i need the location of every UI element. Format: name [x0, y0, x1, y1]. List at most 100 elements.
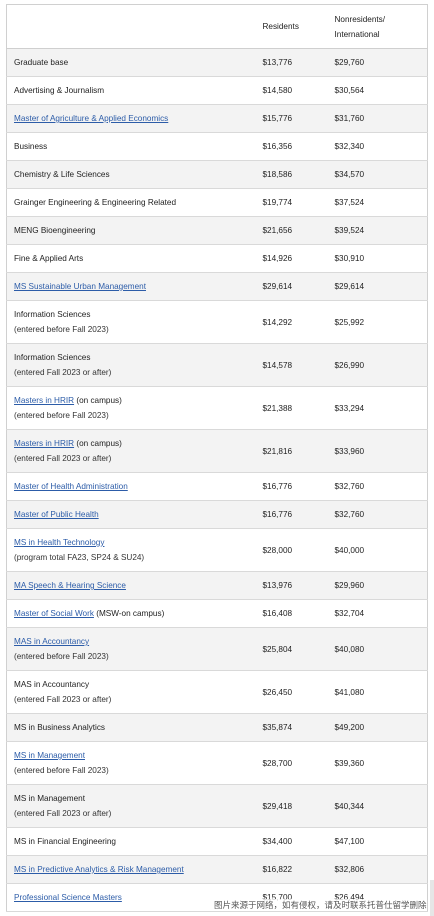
program-name: Grainger Engineering & Engineering Relat… — [14, 195, 256, 210]
header-residents: Residents — [255, 4, 328, 49]
program-link[interactable]: MAS in Accountancy — [14, 637, 90, 646]
resident-tuition: $16,408 — [255, 599, 328, 628]
program-cell: Grainger Engineering & Engineering Relat… — [6, 188, 256, 217]
program-link[interactable]: MA Speech & Hearing Science — [14, 581, 126, 590]
program-link[interactable]: Master of Social Work — [14, 609, 94, 618]
program-link[interactable]: Master of Health Administration — [14, 482, 128, 491]
header-program — [6, 4, 256, 49]
nonresident-tuition: $26,990 — [327, 343, 428, 387]
program-name: Graduate base — [14, 55, 256, 70]
program-cell: Graduate base — [6, 48, 256, 77]
program-cell: MA Speech & Hearing Science — [6, 571, 256, 600]
program-name: MS in Health Technology — [14, 535, 256, 550]
program-name: Information Sciences — [14, 307, 256, 322]
table-row: Business $16,356 $32,340 — [6, 132, 428, 161]
program-link[interactable]: Master of Public Health — [14, 510, 99, 519]
program-cell: Fine & Applied Arts — [6, 244, 256, 273]
table-row: MS in Management (entered before Fall 202… — [6, 741, 428, 785]
nonresident-tuition: $29,960 — [327, 571, 428, 600]
program-name: MS in Business Analytics — [14, 720, 256, 735]
program-label: Grainger Engineering & Engineering Relat… — [14, 198, 177, 207]
program-label: Information Sciences — [14, 310, 91, 319]
program-cell: MS in Management (entered Fall 2023 or af… — [6, 784, 256, 828]
watermark-text: 图片来源于网络，如有侵权，请及时联系托普仕留学删除 — [214, 899, 427, 911]
program-cell: MAS in Accountancy (entered Fall 2023 or … — [6, 670, 256, 714]
resident-tuition: $18,586 — [255, 160, 328, 189]
nonresident-tuition: $34,570 — [327, 160, 428, 189]
program-name: Masters in HRIR (on campus) — [14, 436, 256, 451]
program-cell: Information Sciences (entered Fall 2023 o… — [6, 343, 256, 387]
nonresident-tuition: $41,080 — [327, 670, 428, 714]
program-note: (entered before Fall 2023) — [14, 325, 109, 334]
program-link[interactable]: MS in Predictive Analytics & Risk Manage… — [14, 865, 184, 874]
program-name: Masters in HRIR (on campus) — [14, 393, 256, 408]
program-name: Master of Health Administration — [14, 479, 256, 494]
program-link[interactable]: Masters in HRIR — [14, 396, 75, 405]
program-name: Master of Agriculture & Applied Economic… — [14, 111, 256, 126]
table-row: Advertising & Journalism $14,580 $30,564 — [6, 76, 428, 105]
resident-tuition: $16,776 — [255, 500, 328, 529]
program-name: Advertising & Journalism — [14, 83, 256, 98]
nonresident-tuition: $29,760 — [327, 48, 428, 77]
table-row: MS in Predictive Analytics & Risk Manage… — [6, 855, 428, 884]
program-label: Chemistry & Life Sciences — [14, 170, 110, 179]
program-cell: Masters in HRIR (on campus) (entered Fall… — [6, 429, 256, 473]
program-link[interactable]: MS in Health Technology — [14, 538, 105, 547]
program-name: MS Sustainable Urban Management — [14, 279, 256, 294]
program-name: MENG Bioengineering — [14, 223, 256, 238]
nonresident-tuition: $25,992 — [327, 300, 428, 344]
nonresident-tuition: $39,524 — [327, 216, 428, 245]
nonresident-tuition: $32,760 — [327, 472, 428, 501]
resident-tuition: $14,578 — [255, 343, 328, 387]
program-name: MAS in Accountancy — [14, 677, 256, 692]
program-suffix: (on campus) — [74, 396, 122, 405]
program-cell: Master of Health Administration — [6, 472, 256, 501]
resident-tuition: $14,580 — [255, 76, 328, 105]
resident-tuition: $15,776 — [255, 104, 328, 133]
table-row: Master of Health Administration $16,776 $3… — [6, 472, 428, 501]
resident-tuition: $28,700 — [255, 741, 328, 785]
resident-tuition: $14,926 — [255, 244, 328, 273]
program-label: Information Sciences — [14, 353, 91, 362]
nonresident-tuition: $32,704 — [327, 599, 428, 628]
program-cell: MS Sustainable Urban Management — [6, 272, 256, 301]
header-nonresidents-line2: International — [334, 29, 380, 39]
resident-tuition: $28,000 — [255, 528, 328, 572]
program-link[interactable]: Master of Agriculture & Applied Economic… — [14, 114, 169, 123]
program-cell: MS in Financial Engineering — [6, 827, 256, 856]
program-name: Master of Social Work (MSW-on campus) — [14, 606, 256, 621]
table-row: Fine & Applied Arts $14,926 $30,910 — [6, 244, 428, 273]
nonresident-tuition: $49,200 — [327, 713, 428, 742]
program-name: Professional Science Masters — [14, 890, 256, 905]
program-cell: Master of Public Health — [6, 500, 256, 529]
program-link[interactable]: Masters in HRIR — [14, 439, 75, 448]
program-name: Information Sciences — [14, 350, 256, 365]
program-link[interactable]: Professional Science Masters — [14, 893, 122, 902]
table-body: Graduate base $13,776 $29,760 Advertising &… — [6, 48, 428, 912]
program-cell: MS in Health Technology (program total FA… — [6, 528, 256, 572]
table-row: MS in Health Technology (program total FA… — [6, 528, 428, 572]
resident-tuition: $16,776 — [255, 472, 328, 501]
nonresident-tuition: $37,524 — [327, 188, 428, 217]
resident-tuition: $21,816 — [255, 429, 328, 473]
resident-tuition: $16,822 — [255, 855, 328, 884]
program-name: MA Speech & Hearing Science — [14, 578, 256, 593]
table-row: MS in Business Analytics $35,874 $49,200 — [6, 713, 428, 742]
program-link[interactable]: MS in Management — [14, 751, 85, 760]
resident-tuition: $14,292 — [255, 300, 328, 344]
program-note: (entered Fall 2023 or after) — [14, 454, 112, 463]
table-row: Graduate base $13,776 $29,760 — [6, 48, 428, 77]
nonresident-tuition: $32,340 — [327, 132, 428, 161]
resident-tuition: $35,874 — [255, 713, 328, 742]
program-cell: Information Sciences (entered before Fall… — [6, 300, 256, 344]
program-suffix: (on campus) — [74, 439, 122, 448]
resident-tuition: $13,776 — [255, 48, 328, 77]
program-link[interactable]: MS Sustainable Urban Management — [14, 282, 146, 291]
program-name: Business — [14, 139, 256, 154]
program-name: Master of Public Health — [14, 507, 256, 522]
table-row: Masters in HRIR (on campus) (entered befo… — [6, 386, 428, 430]
program-label: MS in Financial Engineering — [14, 837, 116, 846]
table-row: MS in Financial Engineering $34,400 $47,10… — [6, 827, 428, 856]
scrollbar-edge[interactable] — [430, 880, 434, 916]
